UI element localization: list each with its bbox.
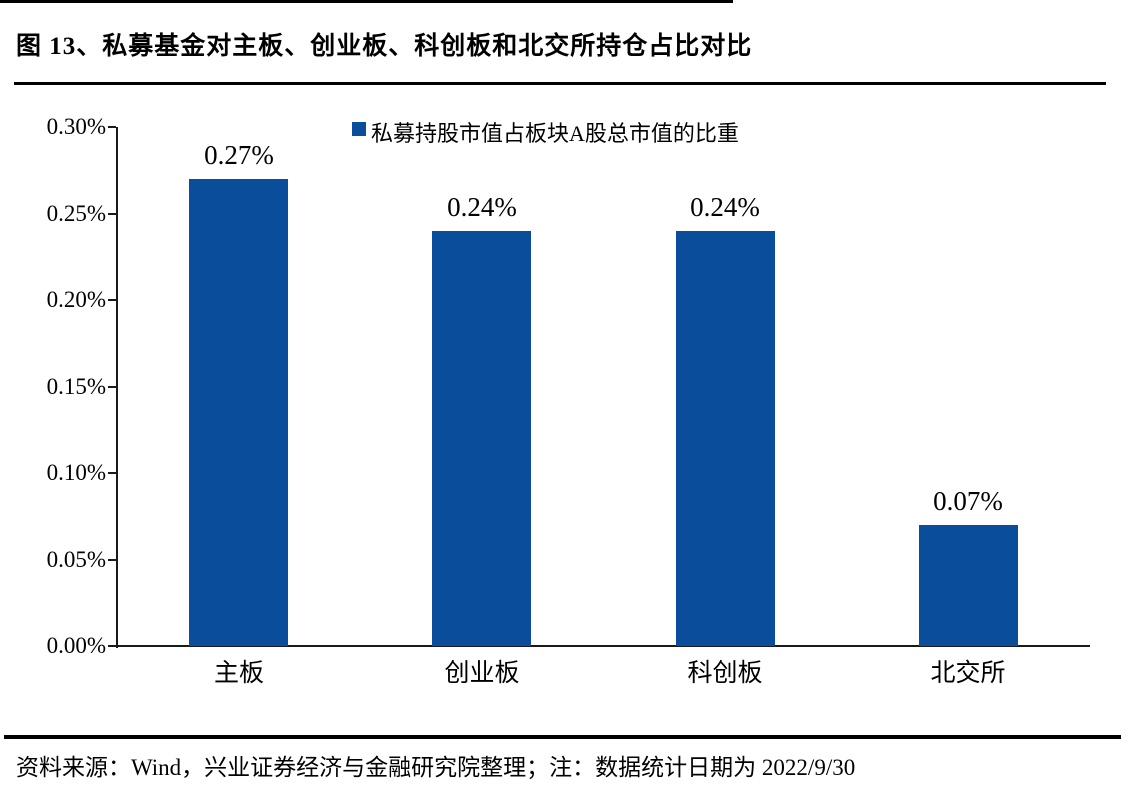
y-axis-tick-label: 0.15%: [46, 373, 106, 399]
y-axis-tick-label: 0.05%: [46, 546, 106, 572]
legend-swatch-icon: [352, 122, 366, 136]
legend-label: 私募持股市值占板块A股总市值的比重: [371, 121, 739, 146]
y-axis-tick-label: 0.30%: [46, 114, 106, 139]
bar-4: [919, 525, 1018, 646]
y-axis-tick-label: 0.20%: [46, 287, 106, 312]
y-axis-line: [116, 127, 118, 648]
y-axis-tick-label: 0.10%: [46, 460, 106, 485]
x-axis-line: [116, 645, 1090, 647]
y-axis-tick-label: 0.25%: [46, 200, 106, 226]
x-axis-category-label: 北交所: [930, 660, 1006, 687]
bar-value-label: 0.24%: [447, 192, 517, 222]
bar-1: [189, 179, 288, 646]
y-axis-tick: [108, 212, 116, 215]
title-divider: [14, 82, 1106, 85]
source-note: 资料来源：Wind，兴业证券经济与金融研究院整理；注：数据统计日期为 2022/…: [16, 755, 856, 780]
y-axis-tick: [108, 558, 116, 561]
bar-value-label: 0.27%: [204, 140, 274, 170]
top-divider: [0, 0, 733, 3]
bar-3: [676, 231, 775, 646]
bar-value-label: 0.07%: [933, 486, 1003, 516]
y-axis-tick: [108, 126, 116, 128]
y-axis-tick: [108, 299, 116, 301]
x-axis-category-label: 创业板: [444, 660, 520, 687]
bar-value-label: 0.24%: [690, 192, 760, 222]
y-axis-tick: [108, 385, 116, 388]
y-axis-tick-label: 0.00%: [46, 633, 106, 658]
x-axis-category-label: 主板: [213, 660, 264, 687]
y-axis-tick: [108, 472, 116, 474]
bar-2: [432, 231, 531, 646]
x-axis-category-label: 科创板: [687, 660, 763, 687]
chart-legend: 私募持股市值占板块A股总市值的比重: [352, 116, 739, 148]
footer-divider: [4, 735, 1121, 739]
figure-title: 图 13、私募基金对主板、创业板、科创板和北交所持仓占比对比: [16, 33, 753, 60]
y-axis-tick: [108, 645, 116, 647]
